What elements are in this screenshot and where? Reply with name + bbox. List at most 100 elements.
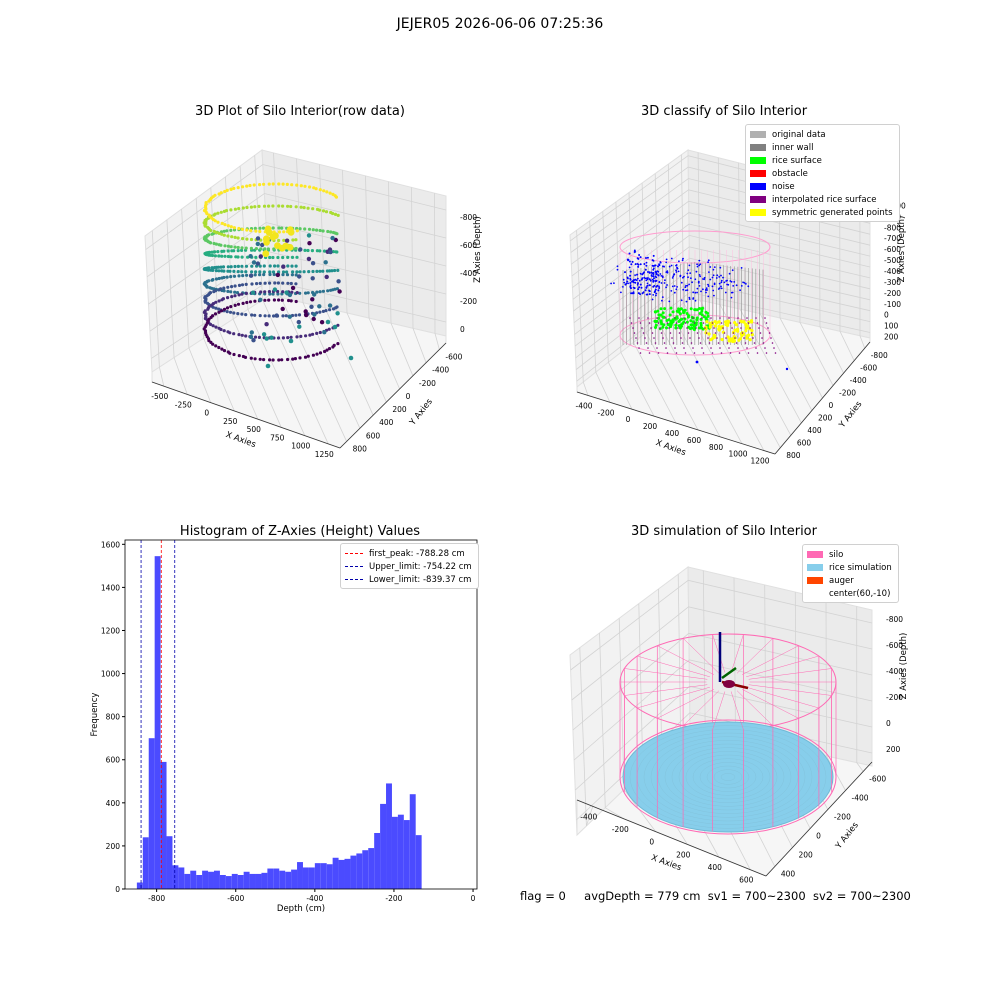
raw-point — [225, 275, 229, 279]
cls-rice-point — [654, 310, 657, 314]
sim-silo-roof-line — [682, 690, 720, 726]
cls-noise-point — [658, 263, 661, 266]
raw-xtick: 1250 — [315, 450, 334, 459]
raw-point — [220, 232, 224, 236]
raw-point — [217, 254, 221, 258]
cls-noise-point — [713, 282, 716, 285]
cls-interp-point — [764, 347, 766, 349]
raw-point — [303, 355, 308, 359]
histogram-bar — [344, 858, 351, 889]
cls-noise-point — [654, 275, 657, 278]
cls-noise-point — [629, 284, 632, 287]
cls-rice-point — [659, 307, 663, 311]
raw-point — [336, 268, 340, 272]
raw-point — [271, 182, 275, 186]
raw-point — [273, 281, 277, 285]
cls-noise-point — [715, 277, 718, 279]
raw-point — [268, 272, 272, 277]
raw-point — [220, 249, 224, 253]
raw-xgrid — [151, 230, 165, 387]
raw-point — [318, 310, 322, 314]
raw-point — [241, 185, 245, 189]
cls-yaxis-line — [774, 341, 871, 455]
raw-point — [241, 206, 245, 210]
raw-point — [306, 291, 310, 295]
cls-noise-point — [652, 272, 655, 274]
raw-ygrid — [434, 193, 440, 350]
cls-symmetric-point — [715, 321, 719, 325]
raw-ytick: -400 — [432, 366, 449, 375]
raw-point — [298, 247, 303, 252]
raw-point — [289, 335, 293, 339]
raw-point — [225, 310, 229, 314]
raw-point — [290, 183, 294, 187]
sim-ytick: 200 — [799, 851, 814, 860]
histogram-chart: -800 -600 -400 -200 0 0 200 400 600 800 1000 1200 14… — [90, 539, 478, 914]
cls-noise-point — [622, 286, 624, 288]
raw-point — [295, 270, 299, 274]
cls-noise-point — [622, 278, 625, 281]
cls-noise-point — [644, 289, 647, 292]
raw-zgrid — [146, 193, 447, 278]
sim-silo-roof-line — [746, 686, 819, 709]
raw-point — [273, 264, 277, 268]
raw-point — [245, 300, 249, 305]
raw-point — [259, 290, 263, 294]
raw-point — [246, 255, 250, 259]
cls-interp-point — [632, 327, 634, 329]
cls-noise-point — [671, 277, 674, 279]
raw-point — [232, 311, 236, 315]
raw-point — [307, 241, 312, 246]
cls-ytick: -800 — [871, 351, 888, 360]
cls-zgrid — [575, 269, 871, 359]
cls-noise-point — [643, 276, 646, 279]
cls-interp-point — [665, 347, 667, 349]
raw-point — [318, 330, 322, 335]
raw-3d-plot: -500-2500250500750100012508006004002000-… — [144, 149, 483, 459]
raw-point — [240, 264, 244, 268]
raw-point — [258, 229, 262, 234]
raw-point — [336, 213, 340, 217]
raw-point — [226, 249, 230, 253]
sim-rice-mesh — [643, 732, 813, 822]
cls-symmetric-point — [745, 336, 749, 340]
raw-point — [208, 291, 213, 295]
raw-point — [314, 187, 318, 191]
histogram-legend-item: Upper_limit: -754.22 cm — [345, 560, 472, 573]
raw-point — [284, 238, 290, 243]
cls-ytick: 200 — [818, 413, 833, 422]
raw-point — [294, 273, 298, 277]
cls-rice-point — [668, 313, 672, 317]
cls-noise-point — [665, 258, 668, 261]
cls-interp-point — [767, 327, 769, 329]
sim-ztick: -600 — [886, 641, 903, 650]
cls-interp-point — [701, 347, 703, 349]
raw-ygrid — [411, 187, 427, 363]
cls-interp-point — [671, 337, 673, 339]
cls-noise-point — [700, 290, 702, 293]
histogram-xtick-label: -800 — [148, 894, 165, 903]
cls-symmetric-point — [707, 332, 711, 336]
raw-point — [230, 235, 234, 239]
raw-point — [321, 309, 325, 313]
sim-rice-mesh — [720, 773, 736, 781]
histogram-ytick-label: 1200 — [101, 626, 120, 635]
raw-point — [233, 235, 237, 239]
raw-ytick: 200 — [392, 405, 407, 414]
raw-point — [255, 261, 261, 266]
cls-ytick: 0 — [829, 401, 834, 410]
cls-noise-point — [646, 282, 649, 285]
histogram-bar — [350, 855, 357, 889]
raw-point — [297, 313, 302, 317]
cls-noise-point — [675, 288, 678, 291]
cls-rice-point — [689, 319, 693, 323]
legend-swatch — [807, 564, 823, 571]
cls-ytick: -200 — [839, 389, 856, 398]
raw-point — [323, 349, 327, 354]
raw-point — [217, 269, 221, 273]
cls-xgrid — [576, 230, 589, 396]
raw-point — [281, 290, 285, 294]
classify-panel-title: 3D classify of Silo Interior — [640, 104, 808, 119]
raw-point — [244, 334, 248, 338]
cls-interp-point — [743, 337, 745, 339]
